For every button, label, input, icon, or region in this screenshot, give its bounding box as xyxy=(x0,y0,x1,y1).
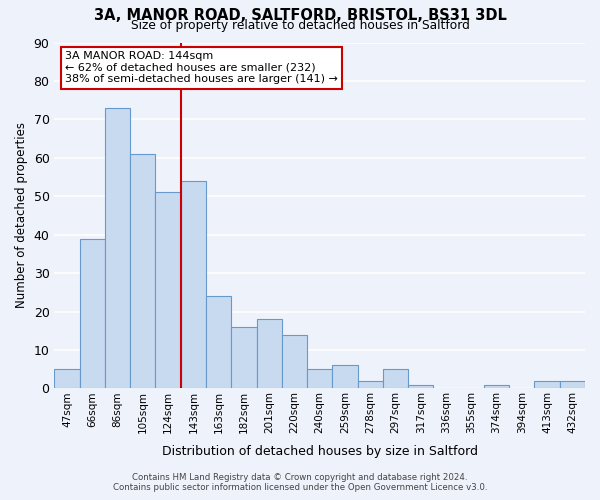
Bar xyxy=(130,154,155,388)
Y-axis label: Number of detached properties: Number of detached properties xyxy=(15,122,28,308)
Bar xyxy=(332,366,358,388)
Text: Size of property relative to detached houses in Saltford: Size of property relative to detached ho… xyxy=(131,19,469,32)
Text: Contains HM Land Registry data © Crown copyright and database right 2024.
Contai: Contains HM Land Registry data © Crown c… xyxy=(113,473,487,492)
Bar xyxy=(55,370,80,388)
Bar xyxy=(535,381,560,388)
Bar xyxy=(105,108,130,388)
Bar xyxy=(257,320,282,388)
Bar xyxy=(484,384,509,388)
Bar xyxy=(560,381,585,388)
Bar xyxy=(155,192,181,388)
Text: 3A MANOR ROAD: 144sqm
← 62% of detached houses are smaller (232)
38% of semi-det: 3A MANOR ROAD: 144sqm ← 62% of detached … xyxy=(65,51,338,84)
X-axis label: Distribution of detached houses by size in Saltford: Distribution of detached houses by size … xyxy=(162,444,478,458)
Bar xyxy=(206,296,231,388)
Bar xyxy=(231,327,257,388)
Bar xyxy=(358,381,383,388)
Bar xyxy=(282,334,307,388)
Bar xyxy=(80,238,105,388)
Bar xyxy=(383,370,408,388)
Text: 3A, MANOR ROAD, SALTFORD, BRISTOL, BS31 3DL: 3A, MANOR ROAD, SALTFORD, BRISTOL, BS31 … xyxy=(94,8,506,22)
Bar xyxy=(408,384,433,388)
Bar xyxy=(307,370,332,388)
Bar xyxy=(181,181,206,388)
